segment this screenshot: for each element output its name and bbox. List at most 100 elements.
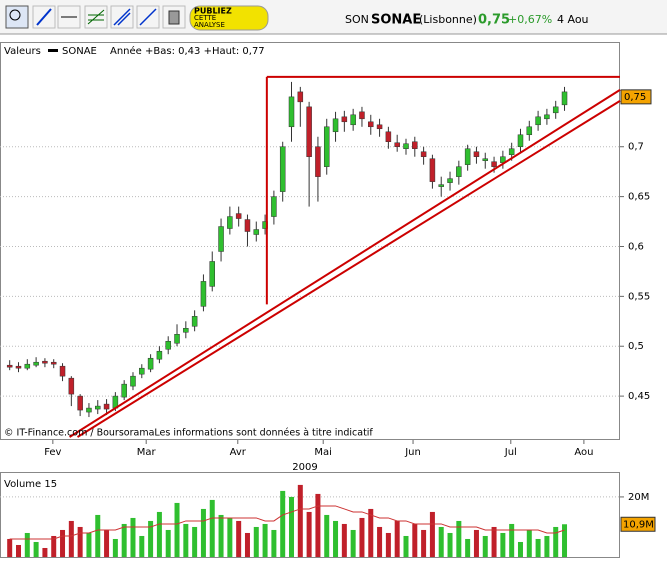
candle-body (209, 261, 215, 287)
volume-bar (183, 523, 189, 557)
publish-text: PUBLIEZ (194, 7, 232, 16)
header-name: SONAE (371, 13, 421, 28)
candle-body (68, 377, 75, 395)
candle-body (517, 134, 524, 147)
candle-body (147, 357, 154, 370)
candle-body (156, 350, 163, 360)
publish-text: ANALYSE (194, 21, 225, 29)
candle-body (526, 126, 533, 136)
volume-bar (359, 517, 365, 557)
volume-bar (227, 517, 233, 557)
header-prefix: SON (345, 13, 369, 26)
candle-body (420, 151, 427, 157)
y-tick-label: 0,45 (628, 391, 650, 402)
x-tick-label: Jul (504, 447, 517, 458)
candle-body (438, 184, 444, 187)
x-axis-label: 2009 (292, 462, 317, 473)
candle-body (394, 142, 400, 147)
volume-bar (517, 541, 523, 557)
volume-bar (244, 532, 250, 557)
volume-bar (500, 532, 506, 557)
volume-bar (438, 526, 444, 557)
volume-bar (553, 526, 559, 557)
candle-body (253, 229, 260, 235)
volume-title: Volume 15 (4, 479, 57, 490)
volume-bar (341, 523, 347, 557)
candle-body (306, 106, 312, 157)
x-tick-label: Jun (404, 447, 421, 458)
y-tick-label: 0,65 (628, 192, 650, 203)
volume-bar (394, 520, 400, 557)
candle-body (6, 364, 13, 368)
zoom-icon (9, 9, 21, 21)
volume-bar (130, 517, 136, 557)
y-tick-label: 0,55 (628, 291, 650, 302)
candle-body (235, 213, 242, 219)
candle-body (42, 360, 48, 364)
candle-body (561, 91, 568, 106)
candle-body (544, 114, 550, 120)
x-tick-label: Mar (137, 447, 157, 458)
candle-body (482, 158, 489, 161)
candle-body (15, 365, 22, 369)
volume-bar (139, 535, 145, 557)
volume-bar (429, 511, 435, 557)
candle-body (33, 361, 39, 366)
candle-body (464, 148, 471, 165)
price-frame (0, 42, 620, 440)
candle-body (218, 226, 224, 252)
candle-body (130, 375, 136, 387)
trend-line (69, 89, 621, 438)
candle-body (271, 196, 277, 217)
candle-body (174, 334, 180, 344)
last-volume-label: 10,9M (623, 519, 654, 530)
chart-layer: 0,45 0,5 0,55 0,6 0,65 0,7 Fev Mar Avr Mai Jun Jul A… (0, 45, 656, 557)
candle-body (191, 316, 198, 327)
y-tick-label: 0,7 (628, 142, 644, 153)
volume-bar (33, 541, 39, 557)
candle-body (368, 121, 374, 128)
x-tick-label: Fev (44, 447, 61, 458)
volume-bar (165, 529, 171, 557)
fib-icon (87, 9, 105, 25)
volume-bar (68, 520, 74, 557)
candle-body (385, 131, 392, 142)
candle-body (376, 124, 383, 130)
zoom-tool[interactable] (5, 5, 29, 29)
volume-bar (377, 526, 383, 557)
volume-bar (315, 493, 321, 557)
candle-body (359, 111, 365, 120)
x-tick-label: Aou (574, 447, 593, 458)
volume-bar (15, 544, 21, 557)
trash-icon (168, 10, 180, 25)
volume-bar (403, 535, 409, 557)
candle-body (508, 148, 515, 155)
y-tick-label: 0,6 (628, 241, 644, 252)
candle-body (297, 91, 304, 103)
volume-bar (42, 547, 48, 557)
volume-bar (297, 484, 303, 557)
legend-label: Valeurs (4, 46, 41, 57)
volume-bar (509, 523, 515, 557)
volume-ma (9, 505, 565, 540)
candle-body (183, 328, 189, 333)
header-market: (Lisbonne) (419, 13, 477, 26)
volume-bar (60, 529, 66, 557)
candle-body (429, 158, 436, 182)
candle-body (332, 118, 339, 133)
last-price-box (620, 89, 652, 105)
legend-label: Année +Bas: 0,43 +Haut: 0,77 (110, 45, 265, 57)
volume-bar (473, 529, 479, 557)
publish-button[interactable] (189, 5, 269, 31)
volume-bar (289, 496, 295, 557)
header-price: 0,75 (478, 13, 510, 28)
volume-bar (350, 529, 356, 557)
candle-body (244, 219, 251, 232)
candle-body (165, 340, 171, 350)
trend-line (76, 100, 621, 438)
candle-body (59, 365, 66, 377)
volume-bar (51, 535, 57, 557)
last-volume-box (620, 516, 656, 532)
candle-body (535, 116, 541, 126)
